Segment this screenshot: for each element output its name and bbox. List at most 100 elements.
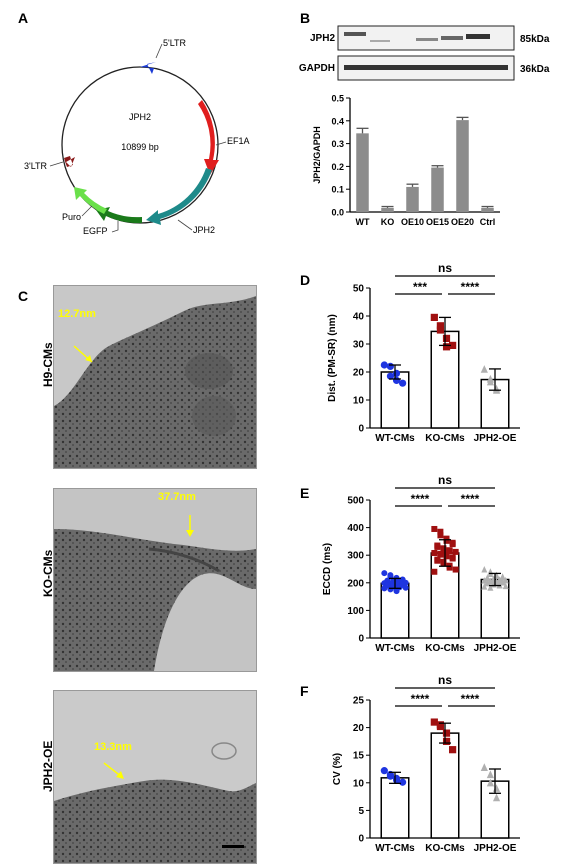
data-point: [380, 767, 388, 775]
y-tick-label: 5: [358, 806, 364, 817]
x-tick-label: JPH2-OE: [474, 643, 517, 654]
ltr5-leader: [155, 43, 163, 59]
sig-label: ****: [411, 492, 430, 506]
tem-measure-label: 12.7nm: [58, 308, 96, 320]
y-tick-label: 0.3: [331, 139, 344, 149]
egfp-label: EGFP: [83, 226, 108, 236]
data-point: [437, 528, 444, 535]
data-point: [481, 577, 488, 584]
data-point: [449, 555, 456, 562]
ltr3-label: 3'LTR: [24, 161, 48, 171]
bar: [406, 186, 419, 212]
data-point: [499, 579, 506, 586]
y-tick-label: 40: [353, 312, 365, 323]
x-tick-label: WT-CMs: [375, 433, 415, 444]
blot-band: [466, 34, 490, 39]
y-tick-label: 10: [353, 778, 365, 789]
ef1a-leader: [215, 141, 227, 146]
mitochondrion: [192, 396, 236, 436]
chart-d-plot: 0 10 20 30 40 50 Dist. (PM-SR) (nm) WT-CMs KO-CM…: [327, 261, 520, 444]
y-tick-label: 0: [358, 634, 364, 645]
egfp-arrow: [96, 207, 142, 224]
panel-letter-b: B: [300, 10, 311, 26]
x-tick-label: OE10: [401, 217, 424, 227]
data-point: [386, 772, 395, 780]
y-tick-label: 15: [353, 751, 365, 762]
blot-row-label: JPH2: [310, 33, 335, 44]
sig-label: ns: [438, 473, 452, 487]
data-point: [436, 322, 444, 330]
puro-label: Puro: [62, 212, 81, 222]
tem-image-ko: 37.7nm: [53, 488, 257, 672]
tem-membrane: [148, 547, 220, 573]
data-point: [502, 576, 509, 584]
ef1a-arrow: [198, 100, 219, 175]
panel-f: 0 5 10 15 20 25 CV (%) WT-CMs KO-CMs JPH2-OE ns ***…: [332, 673, 520, 854]
panel-d: 0 10 20 30 40 50 Dist. (PM-SR) (nm) WT-CMs KO-CM…: [327, 261, 520, 444]
x-tick-label: JPH2-OE: [474, 433, 517, 444]
tem-measure-label: 13.3nm: [94, 741, 132, 753]
sig-label: ****: [461, 692, 480, 706]
x-tick-label: OE20: [451, 217, 474, 227]
y-axis-title: CV (%): [332, 753, 343, 785]
data-point: [452, 566, 459, 573]
data-point: [486, 770, 494, 779]
plasmid-size: 10899 bp: [121, 142, 159, 152]
bar: [381, 207, 394, 212]
data-point: [484, 579, 491, 587]
y-axis-title: Dist. (PM-SR) (nm): [327, 314, 338, 402]
y-tick-label: 200: [347, 578, 364, 589]
data-point: [440, 560, 447, 567]
sig-label: ****: [461, 280, 480, 294]
data-point: [486, 778, 495, 787]
data-point: [434, 543, 441, 550]
data-point: [399, 379, 407, 387]
data-point: [449, 746, 457, 754]
bar: [480, 780, 510, 839]
x-tick-label: WT-CMs: [375, 843, 415, 854]
bar: [456, 120, 469, 212]
y-axis-title: JPH2/GAPDH: [312, 126, 322, 184]
x-tick-label: KO-CMs: [425, 433, 465, 444]
data-point: [499, 573, 506, 581]
data-point: [484, 574, 491, 582]
egfp-leader: [111, 221, 119, 233]
y-axis-title: ECCD (ms): [322, 543, 333, 595]
x-tick-label: KO-CMs: [425, 843, 465, 854]
data-point: [381, 570, 388, 577]
x-tick-label: Ctrl: [480, 217, 496, 227]
data-point: [437, 551, 444, 558]
data-point: [442, 729, 451, 737]
sig-label: ns: [438, 261, 452, 275]
y-tick-label: 300: [347, 551, 364, 562]
data-point: [386, 372, 395, 380]
bar: [380, 777, 410, 839]
data-point: [386, 362, 394, 370]
jph2-arrow: [146, 168, 212, 225]
data-point: [440, 546, 447, 553]
puro-leader: [81, 205, 93, 217]
data-point: [486, 377, 495, 386]
blot-band: [344, 32, 366, 36]
data-point: [480, 365, 488, 373]
panel-letter-c: C: [18, 288, 29, 304]
data-point: [442, 343, 451, 351]
blot-band: [344, 65, 508, 70]
y-tick-label: 30: [353, 340, 365, 351]
x-tick-label: KO-CMs: [425, 643, 465, 654]
x-tick-label: KO: [381, 217, 395, 227]
y-tick-label: 0.0: [331, 208, 344, 218]
measure-arrowhead: [186, 530, 194, 537]
bar: [430, 552, 460, 639]
jph2-label: JPH2: [193, 225, 215, 235]
y-tick-label: 50: [353, 284, 365, 295]
data-point: [442, 737, 451, 745]
jph2-leader: [177, 219, 193, 231]
panel-letter-f: F: [300, 683, 309, 699]
puro-arrow: [74, 187, 107, 214]
data-point: [380, 361, 388, 369]
x-tick-label: JPH2-OE: [474, 843, 517, 854]
y-tick-label: 400: [347, 523, 364, 534]
sig-label: ns: [438, 673, 452, 687]
y-tick-label: 20: [353, 723, 365, 734]
